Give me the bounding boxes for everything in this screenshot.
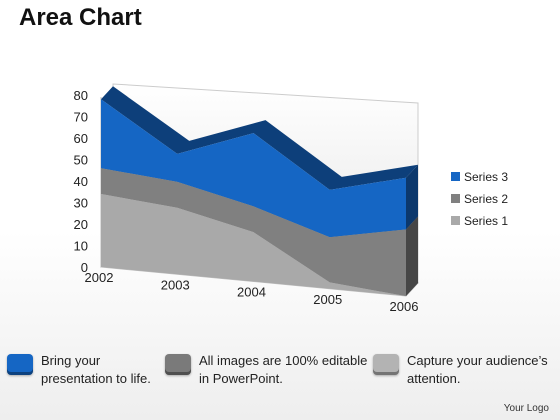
legend-swatch <box>451 194 460 203</box>
footer-item: Bring your presentation to life. <box>7 352 151 388</box>
gray-square-icon <box>165 354 191 375</box>
area-top-surface <box>101 86 418 190</box>
footer-item: All images are 100% editable in PowerPoin… <box>165 352 367 388</box>
footer-text-line: attention. <box>407 371 461 386</box>
footer-text: All images are 100% editable in PowerPoin… <box>199 352 367 388</box>
y-tick-label: 70 <box>74 110 88 125</box>
blue-square-icon <box>7 354 33 375</box>
light-gray-square-icon <box>373 354 399 375</box>
area-front-face <box>101 99 406 238</box>
y-tick-label: 10 <box>74 239 88 254</box>
y-tick-label: 80 <box>74 88 88 103</box>
slide-title: Area Chart <box>19 4 142 31</box>
footer-text-line: All images are 100% editable <box>199 353 368 368</box>
area-front-face <box>101 168 406 296</box>
y-tick-label: 0 <box>81 260 88 275</box>
footer-text-line: in PowerPoint. <box>199 371 283 386</box>
y-tick-label: 50 <box>74 153 88 168</box>
x-tick-label: 2004 <box>237 285 266 300</box>
legend-swatch <box>451 216 460 225</box>
footer-text-line: Capture your audience’s <box>407 353 548 368</box>
footer-text: Capture your audience’s attention. <box>407 352 548 388</box>
y-tick-label: 20 <box>74 217 88 232</box>
area-series <box>101 86 418 238</box>
legend-swatch <box>451 172 460 181</box>
footer-text-line: Bring your <box>41 353 101 368</box>
area-front-face <box>101 193 406 296</box>
y-tick-label: 40 <box>74 174 88 189</box>
x-tick-label: 2002 <box>85 270 114 285</box>
legend-item: Series 1 <box>451 214 508 228</box>
x-tick-label: 2003 <box>161 277 190 292</box>
footer-item: Capture your audience’s attention. <box>373 352 548 388</box>
legend-label: Series 1 <box>464 214 508 228</box>
footer-text-line: presentation to life. <box>41 371 151 386</box>
x-tick-label: 2005 <box>313 292 342 307</box>
logo-text: Your Logo <box>503 403 549 414</box>
area-chart: 80 70 60 50 40 30 20 10 0 2002 2003 2004 2005 2006 S… <box>74 83 508 314</box>
area-side-face <box>406 216 418 296</box>
x-tick-label: 2006 <box>390 299 419 314</box>
legend-item: Series 2 <box>451 192 508 206</box>
legend-label: Series 2 <box>464 192 508 206</box>
area-side-face <box>406 164 418 230</box>
y-tick-label: 30 <box>74 196 88 211</box>
footer-text: Bring your presentation to life. <box>41 352 151 388</box>
legend-item: Series 3 <box>451 170 508 184</box>
legend-label: Series 3 <box>464 170 508 184</box>
y-tick-label: 60 <box>74 131 88 146</box>
